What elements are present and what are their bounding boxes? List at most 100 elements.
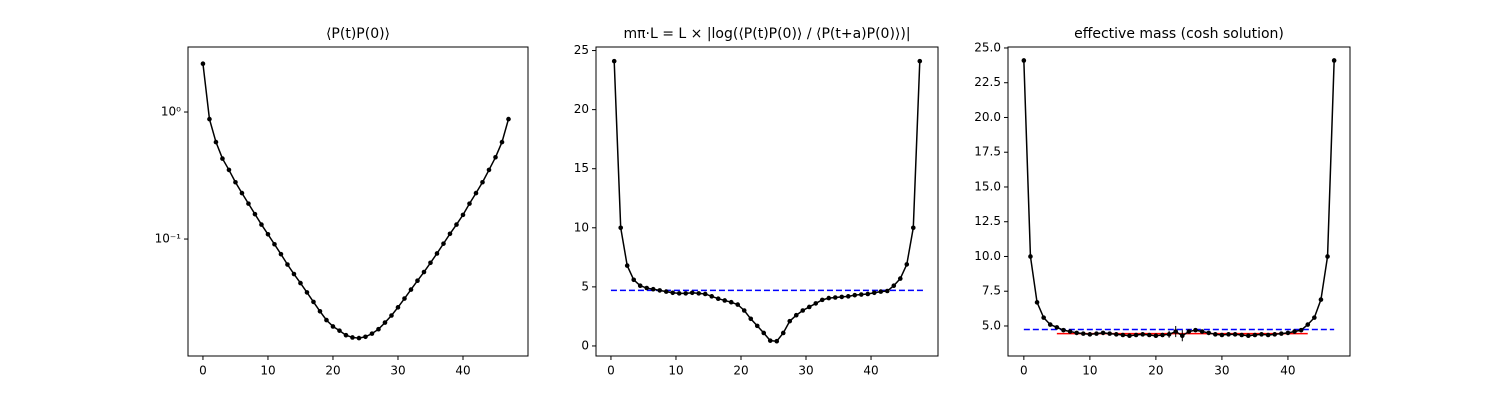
data-point <box>826 295 832 301</box>
data-line <box>613 61 921 343</box>
data-point <box>832 295 838 300</box>
data-point <box>1305 322 1311 327</box>
data-point <box>1107 331 1112 336</box>
data-point <box>1160 332 1165 338</box>
data-point <box>819 297 825 303</box>
data-point <box>337 328 342 333</box>
data-point <box>1094 331 1099 336</box>
data-point <box>1318 297 1324 302</box>
data-point <box>1213 332 1218 337</box>
data-point <box>1146 332 1152 338</box>
data-point <box>493 155 498 160</box>
data-point <box>1246 333 1251 339</box>
data-point <box>1047 322 1053 327</box>
y-tick-label: 20 <box>574 102 589 116</box>
data-point <box>298 280 303 286</box>
data-point <box>343 332 349 338</box>
x-tick-label: 0 <box>199 364 207 378</box>
data-point <box>317 308 323 314</box>
data-point <box>1041 315 1046 320</box>
data-point <box>1206 330 1212 336</box>
data-line <box>202 63 510 339</box>
x-tick-label: 0 <box>607 364 615 378</box>
data-point <box>376 326 381 332</box>
data-point <box>715 296 721 301</box>
data-point <box>1298 327 1304 333</box>
data-point <box>1133 332 1139 338</box>
data-point <box>1074 330 1079 336</box>
data-point <box>1325 254 1330 259</box>
data-point <box>858 292 864 297</box>
y-tick-label: 20.0 <box>974 110 1001 124</box>
data-point <box>252 211 258 217</box>
data-point <box>304 290 310 295</box>
data-point <box>1252 332 1258 338</box>
data-point <box>285 262 290 267</box>
data-point <box>291 271 297 277</box>
data-point <box>454 222 459 227</box>
data-point <box>369 331 375 336</box>
y-tick-label: 25 <box>574 43 589 57</box>
data-point <box>767 338 773 343</box>
data-point <box>709 294 715 299</box>
data-point <box>1226 332 1231 337</box>
data-point <box>637 283 643 288</box>
data-point <box>702 291 708 297</box>
data-point <box>689 290 695 296</box>
data-point <box>1087 332 1093 337</box>
data-point <box>657 288 663 293</box>
data-point <box>220 156 225 161</box>
y-tick-label: 10⁻¹ <box>155 232 182 246</box>
subplot: effective mass (cosh solution) 0 10 20 30 40 5… <box>974 26 1351 378</box>
axes-frame <box>1007 46 1351 357</box>
data-point <box>910 225 916 231</box>
data-point <box>363 334 368 340</box>
data-point <box>1285 330 1291 336</box>
data-point <box>499 139 505 145</box>
data-point <box>780 330 786 336</box>
data-point <box>676 291 682 296</box>
data-point <box>897 276 903 281</box>
y-tick-label: 25.0 <box>974 40 1001 54</box>
data-point <box>460 212 466 218</box>
data-point <box>806 304 812 310</box>
y-tick-label: 0 <box>581 338 589 352</box>
x-tick-label: 10 <box>260 364 275 378</box>
y-tick-label: 22.5 <box>974 75 1001 89</box>
data-point <box>1312 315 1317 320</box>
data-point <box>486 167 492 173</box>
data-point <box>1232 332 1238 337</box>
data-point <box>1034 300 1040 305</box>
x-tick-label: 10 <box>1082 364 1097 378</box>
data-point <box>428 260 433 266</box>
data-point <box>852 292 858 298</box>
data-point <box>207 116 212 122</box>
y-tick-label: 12.5 <box>974 214 1001 228</box>
data-point <box>395 305 401 310</box>
data-point <box>741 308 747 313</box>
data-point <box>1061 327 1066 333</box>
data-point <box>793 312 799 318</box>
data-point <box>839 294 845 300</box>
data-point <box>324 317 329 323</box>
data-point <box>1239 332 1245 338</box>
data-point <box>1279 331 1284 336</box>
data-point <box>878 289 884 294</box>
x-tick-label: 30 <box>798 364 813 378</box>
x-tick-label: 40 <box>455 364 470 378</box>
data-point <box>761 330 767 336</box>
data-point <box>1067 329 1073 334</box>
data-point <box>845 294 851 299</box>
subplot-title: mπ·L = L × |log(⟨P(t)P(0)⟩ / ⟨P(t+a)P(0)… <box>623 26 910 42</box>
data-point <box>447 231 453 237</box>
data-point <box>624 263 630 268</box>
data-point <box>1259 332 1264 337</box>
data-point <box>259 222 264 227</box>
data-point <box>884 288 890 294</box>
data-point <box>748 316 754 322</box>
data-point <box>1140 332 1145 337</box>
data-point <box>226 167 232 173</box>
data-point <box>663 289 669 294</box>
subplot-title: effective mass (cosh solution) <box>1074 26 1284 42</box>
